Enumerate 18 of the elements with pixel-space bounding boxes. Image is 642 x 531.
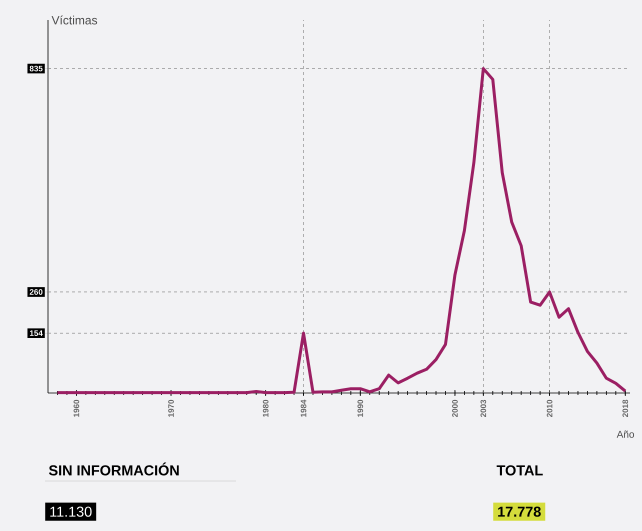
text: 11.130 <box>50 506 92 517</box>
x-tick-label: 1980 <box>262 400 268 417</box>
x-tick-label: 1970 <box>168 400 174 417</box>
x-axis-title: Año <box>616 430 634 438</box>
x-tick-label: 1984 <box>300 400 306 417</box>
x-tick-label: 1990 <box>357 400 364 417</box>
x-tick-label: 1960 <box>74 400 80 417</box>
x-tick-label: 2003 <box>480 400 486 418</box>
y-axis-title: Víctimas <box>52 16 98 24</box>
y-tick-label: 260 <box>30 289 42 295</box>
y-tick-label: 154 <box>30 330 43 336</box>
x-tick-label: 2018 <box>622 400 628 418</box>
x-tick-label: 2010 <box>546 400 552 418</box>
text: 17.778 <box>498 506 541 517</box>
text: TOTAL <box>496 465 543 476</box>
y-tick-label: 835 <box>30 66 43 72</box>
x-tick-label: 2000 <box>452 400 458 418</box>
text: SIN INFORMACIÓN <box>48 462 179 476</box>
